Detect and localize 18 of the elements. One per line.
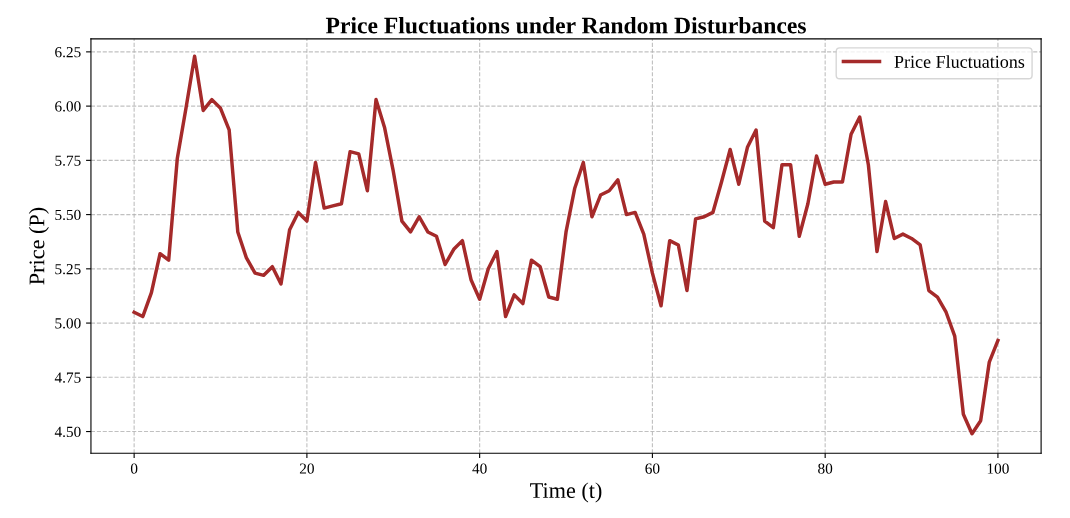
y-tick-label: 5.50 <box>55 209 81 221</box>
y-tick-label: 6.00 <box>55 101 81 112</box>
y-tick-label: 5.00 <box>55 318 81 329</box>
x-tick-label: 80 <box>818 463 833 474</box>
x-tick-label: 20 <box>299 463 314 474</box>
x-axis-title: Time (t) <box>530 482 602 503</box>
y-tick-label: 4.75 <box>54 372 81 383</box>
y-tick-label: 6.25 <box>55 47 81 58</box>
y-tick-label: 5.75 <box>55 155 81 166</box>
x-tick-label: 60 <box>645 463 660 474</box>
y-tick-label: 5.25 <box>55 264 81 275</box>
x-tick-label: 0 <box>130 463 138 474</box>
y-tick-label: 4.50 <box>54 426 81 438</box>
chart-title: Price Fluctuations under Random Disturbances <box>325 16 806 34</box>
y-axis-title: Price (P) <box>28 207 49 285</box>
x-tick-label: 100 <box>987 463 1009 474</box>
legend-label: Price Fluctuations <box>894 55 1025 68</box>
x-tick-label: 40 <box>472 463 487 474</box>
